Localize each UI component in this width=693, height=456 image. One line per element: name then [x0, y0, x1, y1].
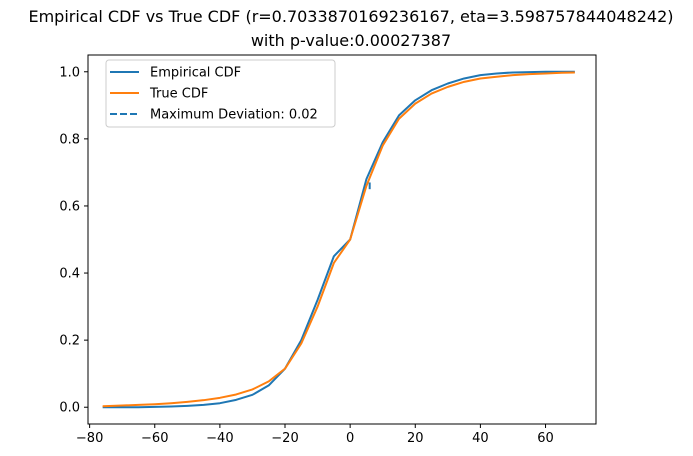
x-tick-label: 60 — [537, 431, 554, 446]
legend-label-true: True CDF — [149, 87, 208, 102]
series-line-0 — [102, 70, 575, 409]
y-tick-label: 0.4 — [59, 267, 80, 282]
legend-label-empirical: Empirical CDF — [150, 66, 241, 81]
chart-title-line1: Empirical CDF vs True CDF (r=0.703387016… — [28, 7, 673, 26]
x-tick-label: 0 — [346, 431, 354, 446]
y-tick-label: 0.6 — [59, 199, 80, 214]
x-tick-label: −80 — [76, 431, 103, 446]
x-tick-label: 40 — [472, 431, 489, 446]
y-tick-label: 0.2 — [59, 334, 80, 349]
series-line-1 — [102, 71, 575, 408]
series-layer — [102, 70, 575, 409]
y-tick-label: 0.8 — [59, 132, 80, 147]
chart-title-line2: with p-value:0.00027387 — [251, 31, 451, 50]
x-tick-label: −20 — [271, 431, 298, 446]
legend: Empirical CDF True CDF Maximum Deviation… — [105, 59, 336, 128]
x-tick-label: −40 — [206, 431, 233, 446]
legend-label-max-deviation: Maximum Deviation: 0.02 — [150, 108, 318, 123]
y-tick-label: 1.0 — [59, 65, 80, 80]
y-tick-label: 0.0 — [59, 401, 80, 416]
legend-box — [105, 59, 336, 128]
x-tick-label: −60 — [141, 431, 168, 446]
y-axis: 0.0 0.2 0.4 0.6 0.8 1.0 — [59, 65, 88, 416]
plot-frame — [87, 54, 597, 425]
x-axis: −80 −60 −40 −20 0 20 40 60 — [76, 424, 554, 446]
x-tick-label: 20 — [407, 431, 424, 446]
